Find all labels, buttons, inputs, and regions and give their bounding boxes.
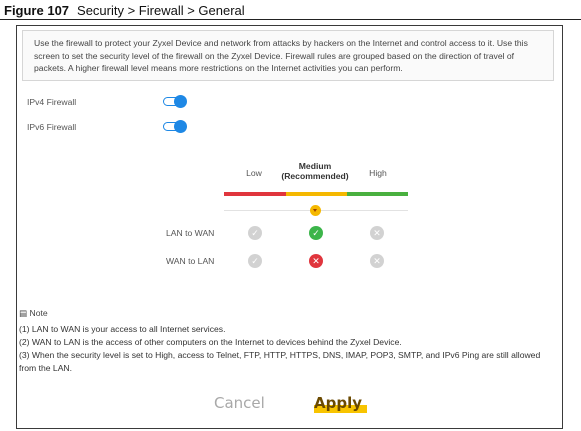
caption-rule — [0, 19, 581, 20]
level-medium-label[interactable]: Medium (Recommended) — [281, 161, 349, 181]
check-icon: ✓ — [248, 226, 262, 240]
ipv4-firewall-toggle[interactable] — [163, 95, 187, 108]
level-low-bar[interactable] — [224, 192, 286, 196]
note-icon: ▤ — [19, 308, 28, 318]
cross-icon: ✕ — [309, 254, 323, 268]
check-icon: ✓ — [309, 226, 323, 240]
cross-icon: ✕ — [370, 254, 384, 268]
figure-caption: Figure 107 Security > Firewall > General — [4, 3, 245, 18]
figure-label: Figure 107 — [4, 3, 70, 18]
toggle-knob — [174, 95, 187, 108]
ipv6-firewall-label: IPv6 Firewall — [27, 122, 77, 132]
ipv4-firewall-label: IPv4 Firewall — [27, 97, 77, 107]
wan-to-lan-label: WAN to LAN — [166, 256, 215, 266]
apply-highlight — [314, 405, 367, 413]
note-line: (3) When the security level is set to Hi… — [19, 350, 541, 373]
lan-to-wan-label: LAN to WAN — [166, 228, 215, 238]
figure-title: Security > Firewall > General — [77, 3, 245, 18]
note-heading: ▤ Note — [19, 308, 48, 319]
cross-icon: ✕ — [370, 226, 384, 240]
level-high-bar[interactable] — [347, 192, 408, 196]
note-line: (1) LAN to WAN is your access to all Int… — [19, 324, 226, 334]
note-line: (2) WAN to LAN is the access of other co… — [19, 337, 402, 347]
check-icon: ✓ — [248, 254, 262, 268]
note-title: Note — [29, 308, 48, 318]
toggle-knob — [174, 120, 187, 133]
ipv6-firewall-toggle[interactable] — [163, 120, 187, 133]
screen-frame — [16, 25, 563, 429]
cancel-button[interactable]: Cancel — [214, 394, 265, 412]
level-low-label[interactable]: Low — [246, 168, 262, 178]
level-high-label[interactable]: High — [369, 168, 387, 178]
level-selector-icon[interactable] — [310, 205, 321, 216]
level-medium-bar[interactable] — [286, 192, 347, 196]
apply-button[interactable]: Apply — [314, 394, 363, 412]
description-box: Use the firewall to protect your Zyxel D… — [22, 30, 554, 81]
